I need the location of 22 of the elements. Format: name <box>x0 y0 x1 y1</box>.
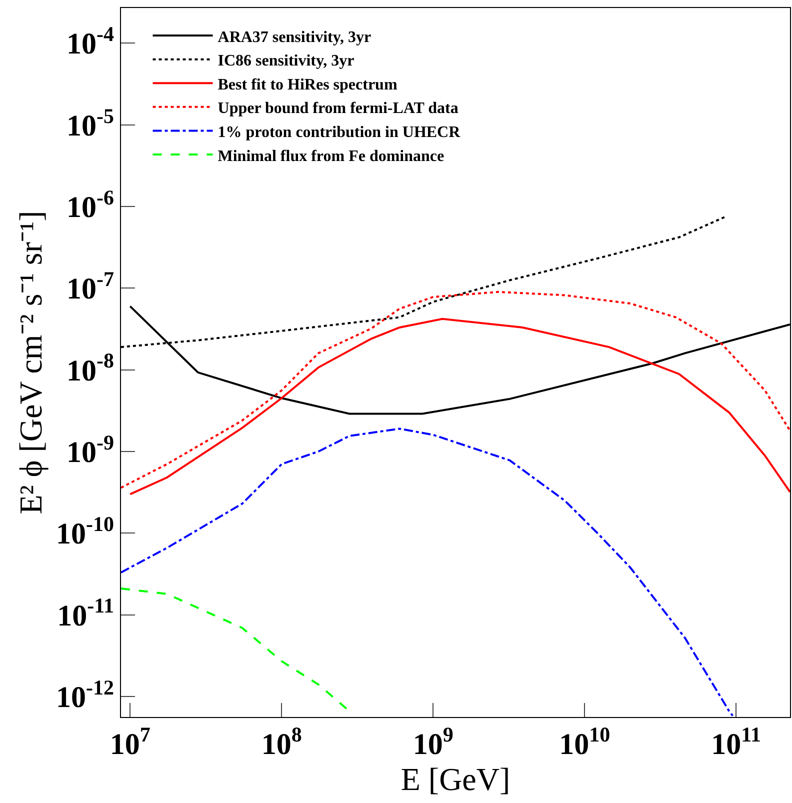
x-axis-title: E [GeV] <box>400 761 510 797</box>
y-tick-label: 10$^{-11}$ <box>57 594 114 632</box>
legend-label: Minimal flux from Fe dominance <box>218 148 444 165</box>
legend-label: Best fit to HiRes spectrum <box>218 76 398 94</box>
y-tick-label: 10$^{-7}$ <box>66 267 114 306</box>
x-tick-label: 10$^{10}$ <box>559 722 610 761</box>
x-tick-label: 10$^{7}$ <box>110 722 150 761</box>
x-tick-label: 10$^{11}$ <box>711 722 761 761</box>
y-tick-label: 10$^{-8}$ <box>66 348 114 388</box>
x-tick-label: 10$^{9}$ <box>412 722 454 761</box>
y-tick-label: 10$^{-5}$ <box>66 104 114 142</box>
x-tick-label: 10$^{8}$ <box>261 722 302 761</box>
y-axis-title: E² ϕ [GeV cm⁻² s⁻¹ sr⁻¹] <box>12 210 48 514</box>
y-tick-label: 10$^{-4}$ <box>66 22 114 61</box>
legend-label: IC86 sensitivity, 3yr <box>218 52 354 70</box>
legend-label: 1% proton contribution in UHECR <box>218 124 461 141</box>
legend-label: Upper bound from fermi-LAT data <box>218 100 458 118</box>
legend-label: ARA37 sensitivity, 3yr <box>218 28 372 46</box>
y-tick-label: 10$^{-9}$ <box>66 430 114 469</box>
y-tick-label: 10$^{-10}$ <box>56 512 114 551</box>
y-tick-label: 10$^{-6}$ <box>66 185 114 224</box>
y-tick-label: 10$^{-12}$ <box>56 675 114 714</box>
